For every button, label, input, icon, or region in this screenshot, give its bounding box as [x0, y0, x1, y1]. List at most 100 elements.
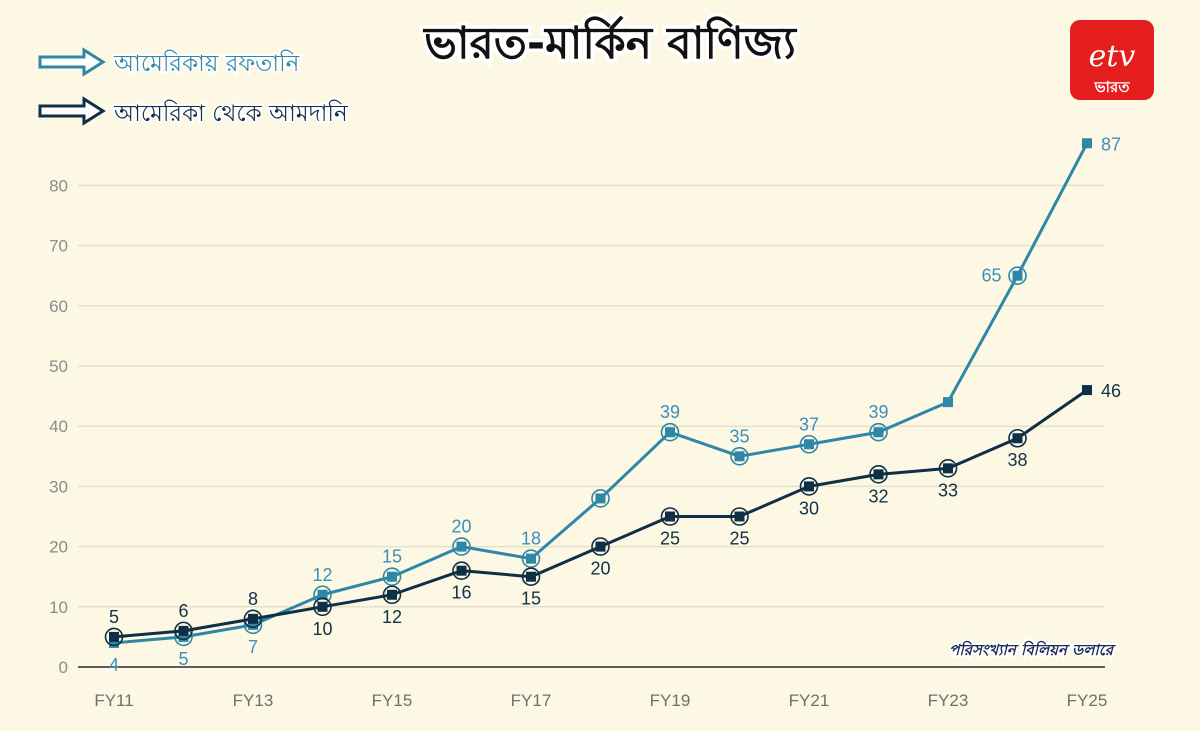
data-point-ring [521, 549, 541, 568]
data-point-ring [382, 567, 402, 587]
data-label: 18 [521, 529, 541, 549]
y-axis: 0 10 20 30 40 50 60 70 80 [49, 176, 68, 677]
data-label: 5 [178, 649, 188, 669]
data-point [317, 589, 328, 600]
x-tick-label: FY19 [650, 691, 691, 710]
unit-note: পরিসংখ্যান বিলিয়ন ডলারে [949, 640, 1117, 659]
data-label: 12 [382, 607, 402, 627]
x-axis: FY11 FY13 FY15 FY17 FY19 FY21 FY23 FY25 [78, 666, 1108, 710]
data-point [526, 571, 536, 582]
series-imports: 5 6 8 10 12 16 15 20 25 25 30 32 33 38 46 [104, 381, 1121, 647]
legend-item-imports: আমেরিকা থেকে আমদানি [38, 96, 351, 129]
data-point-ring [521, 567, 541, 587]
data-point-ring [452, 561, 471, 580]
data-label: 7 [248, 637, 258, 657]
data-point [387, 589, 397, 600]
data-point [526, 553, 536, 564]
legend-label-imports: আমেরিকা থেকে আমদানি [113, 100, 349, 127]
data-point [456, 541, 467, 552]
data-label: 65 [981, 266, 1001, 286]
series-layer: 4 5 7 12 15 20 18 39 35 37 39 65 87 5 6 8 10 12 16 15 20 25 25… [104, 134, 1121, 675]
data-point [595, 541, 606, 552]
etv-bharat-logo: etv ভারত [1070, 20, 1154, 100]
data-label: 30 [799, 498, 819, 518]
data-label: 10 [312, 619, 332, 639]
data-point [873, 469, 884, 480]
data-point [317, 601, 328, 612]
data-label: 4 [109, 655, 119, 675]
data-point [456, 565, 467, 576]
data-point-ring [452, 537, 471, 556]
data-point [595, 493, 606, 504]
x-tick-label: FY13 [233, 691, 274, 710]
data-label: 37 [799, 414, 819, 434]
y-tick-label: 60 [49, 297, 68, 316]
data-point-ring [799, 477, 819, 496]
data-point [1082, 138, 1092, 149]
logo-mark: etv [1089, 39, 1136, 74]
data-point [109, 637, 119, 648]
data-point [178, 625, 189, 636]
y-tick-label: 30 [49, 477, 68, 496]
y-tick-label: 10 [49, 598, 68, 617]
data-point-ring [591, 537, 610, 556]
data-point [387, 571, 397, 582]
data-point-ring [660, 507, 680, 526]
data-point [943, 463, 953, 474]
data-label: 15 [382, 547, 402, 567]
x-tick-label: FY25 [1067, 691, 1108, 710]
data-label: 20 [451, 517, 471, 537]
data-point-ring [938, 459, 958, 478]
data-point-ring [313, 597, 332, 617]
data-point-ring [243, 609, 263, 629]
chart-title: ভারত-মার্কিন বাণিজ্য [422, 15, 798, 69]
data-point-ring [104, 627, 124, 647]
data-point [804, 439, 814, 450]
data-point [804, 481, 814, 492]
legend-label-exports: আমেরিকায় রফতানি [113, 50, 301, 77]
data-point [1012, 270, 1023, 281]
y-tick-label: 40 [49, 417, 68, 436]
data-point [873, 427, 884, 438]
legend-item-exports: আমেরিকায় রফতানি [38, 47, 303, 79]
legend-arrow-imports-icon [38, 96, 106, 126]
data-point-ring [174, 621, 193, 641]
data-label: 39 [868, 402, 888, 422]
data-point-ring [869, 465, 888, 484]
data-point-ring [799, 434, 819, 454]
data-point-ring [730, 507, 749, 526]
data-label: 25 [660, 529, 680, 549]
data-label: 33 [938, 480, 958, 500]
x-tick-label: FY11 [94, 691, 133, 710]
data-point [943, 397, 953, 408]
data-point-ring [869, 422, 888, 442]
y-tick-label: 50 [49, 357, 68, 376]
data-label: 35 [729, 426, 749, 446]
data-point [734, 511, 745, 522]
data-point-ring [1008, 266, 1027, 286]
data-label: 8 [248, 589, 258, 609]
data-point-ring [1008, 428, 1027, 448]
data-point [1082, 385, 1092, 396]
data-label: 6 [178, 601, 188, 621]
x-tick-label: FY15 [372, 691, 413, 710]
data-point [734, 451, 745, 462]
data-point-ring [591, 489, 610, 508]
data-label: 25 [729, 529, 749, 549]
data-point [248, 613, 258, 624]
y-tick-label: 0 [59, 658, 68, 677]
data-point [248, 619, 258, 630]
data-point-ring [660, 422, 680, 442]
data-point [109, 631, 119, 642]
data-label: 46 [1101, 381, 1121, 401]
data-label: 16 [451, 583, 471, 603]
data-point [178, 631, 189, 642]
data-label: 38 [1007, 450, 1027, 470]
y-tick-label: 70 [49, 237, 68, 256]
data-label: 12 [312, 565, 332, 585]
data-point-ring [730, 446, 749, 466]
y-tick-label: 80 [49, 176, 68, 195]
x-tick-label: FY17 [511, 691, 552, 710]
data-point-ring [382, 585, 402, 605]
data-label: 20 [590, 559, 610, 579]
